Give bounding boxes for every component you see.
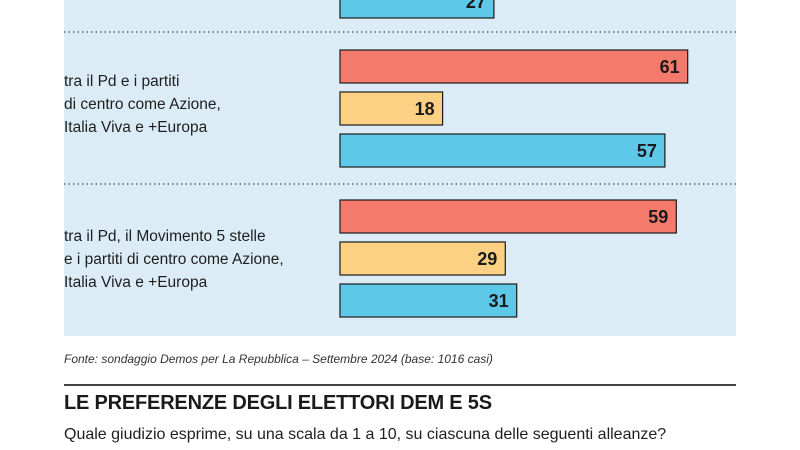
- bar-top-group-partial: [339, 0, 495, 19]
- bar-top-group-partial-value-label: 27: [466, 0, 486, 12]
- source-note: Fonte: sondaggio Demos per La Repubblica…: [64, 352, 493, 366]
- bar-chart: 27 61 18 57 59 29 31: [64, 0, 736, 318]
- bar-group1-series3-value-label: 57: [637, 141, 657, 161]
- bar-group2-series1: [339, 199, 677, 234]
- bar-group1-series1-value-label: 61: [660, 57, 680, 77]
- group-label-pd-centro: tra il Pd e i partiti di centro come Azi…: [64, 73, 221, 136]
- section-divider: [64, 384, 736, 386]
- bar-group1-series2: [339, 91, 444, 126]
- group-label-pd-m5s-centro: tra il Pd, il Movimento 5 stelle e i par…: [64, 228, 284, 291]
- section-question: Quale giudizio esprime, su una scala da …: [64, 426, 667, 443]
- bar-group1-series1: [339, 49, 689, 84]
- bar-group2-series2-value-label: 29: [477, 249, 497, 269]
- bar-group2-series2: [339, 241, 506, 276]
- bar-group1-series2-value-label: 18: [415, 99, 435, 119]
- bar-group2-series3-value-label: 31: [489, 291, 509, 311]
- section-title: LE PREFERENZE DEGLI ELETTORI DEM E 5S: [64, 392, 492, 414]
- bar-group2-series3: [339, 283, 518, 318]
- bar-group1-series3: [339, 133, 666, 168]
- bar-group2-series1-value-label: 59: [648, 207, 668, 227]
